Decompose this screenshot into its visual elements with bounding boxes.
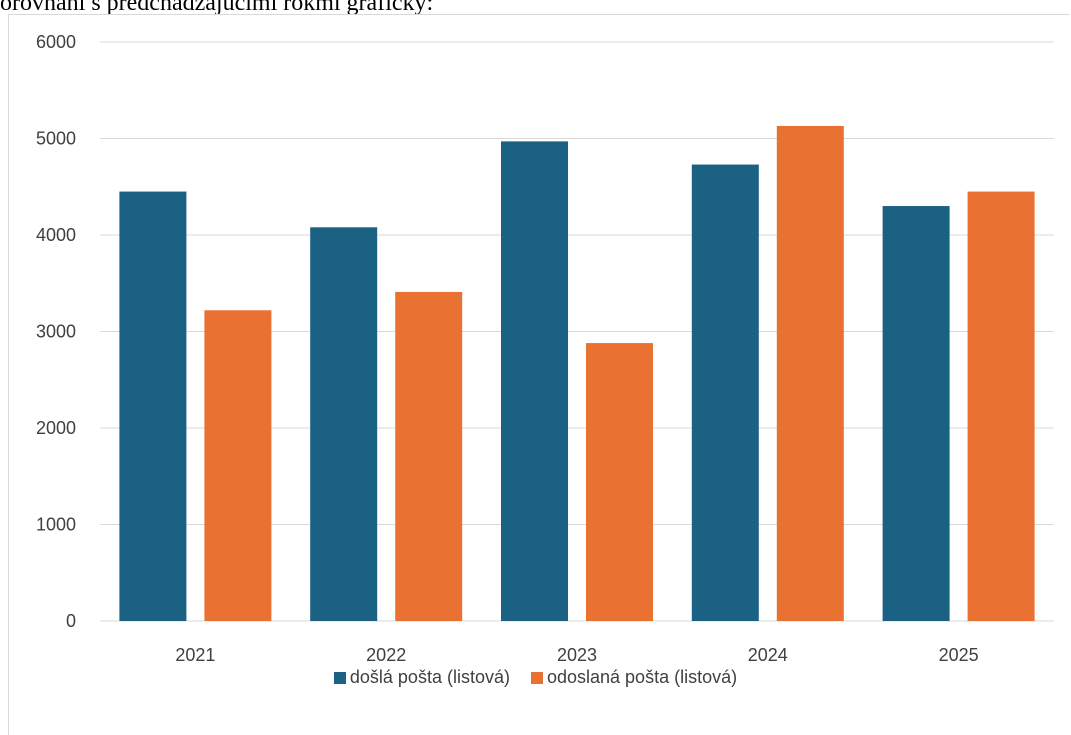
- bar-incoming-2025: [882, 206, 950, 622]
- bars: [119, 125, 1035, 622]
- legend-item-outgoing: odoslaná pošta (listová): [530, 667, 738, 688]
- y-axis-tick-labels: 0 1000 2000 3000 4000 5000 6000: [36, 32, 76, 631]
- bar-outgoing-2025: [967, 191, 1035, 621]
- x-tick-label: 2023: [557, 645, 597, 665]
- bar-outgoing-2021: [204, 310, 272, 621]
- y-tick-label: 1000: [36, 515, 76, 535]
- legend-swatch-outgoing: [530, 672, 543, 684]
- x-tick-label: 2025: [939, 645, 979, 665]
- bar-incoming-2023: [501, 141, 568, 621]
- chart-frame: [8, 14, 1070, 735]
- caption-text: orovnaní s predchádzajúcimi rokmi grafic…: [0, 0, 434, 16]
- y-tick-label: 0: [66, 611, 76, 631]
- legend-label-incoming: došlá pošta (listová): [349, 667, 510, 687]
- x-tick-label: 2024: [748, 645, 788, 665]
- legend-swatch-incoming: [333, 672, 346, 684]
- y-tick-label: 4000: [36, 225, 76, 245]
- y-tick-label: 2000: [36, 418, 76, 438]
- legend-label-outgoing: odoslaná pošta (listová): [546, 667, 738, 687]
- bar-incoming-2021: [119, 191, 187, 621]
- y-tick-label: 5000: [36, 129, 76, 149]
- bar-incoming-2024: [691, 164, 759, 621]
- legend-item-incoming: došlá pošta (listová): [333, 667, 510, 688]
- x-tick-label: 2021: [175, 645, 215, 665]
- y-tick-label: 3000: [36, 322, 76, 342]
- y-tick-label: 6000: [36, 32, 76, 52]
- x-axis-tick-labels: 2021 2022 2023 2024 2025: [175, 645, 978, 665]
- legend: došlá pošta (listová) odoslaná pošta (li…: [0, 667, 1071, 688]
- bar-incoming-2022: [310, 227, 378, 621]
- x-tick-label: 2022: [366, 645, 406, 665]
- bar-outgoing-2024: [776, 125, 844, 621]
- bar-outgoing-2022: [395, 291, 463, 621]
- bar-outgoing-2023: [586, 343, 653, 621]
